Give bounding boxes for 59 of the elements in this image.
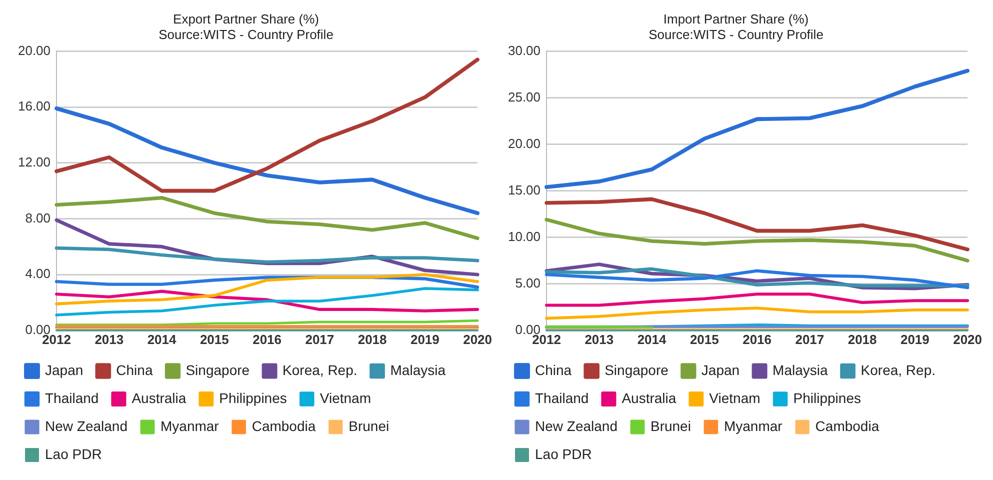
- legend-label: New Zealand: [45, 418, 128, 434]
- x-tick-label: 2015: [200, 332, 229, 347]
- y-tick-label: 20.00: [508, 136, 541, 151]
- x-tick-label: 2019: [900, 332, 930, 347]
- y-tick-label: 4.00: [25, 266, 51, 282]
- y-tick-label: 5.00: [515, 275, 541, 290]
- legend-label: Cambodia: [815, 418, 880, 434]
- chart-subtitle: Source:WITS - Country Profile: [648, 26, 824, 42]
- y-tick-label: 30.00: [508, 42, 541, 58]
- legend-label: Singapore: [604, 362, 669, 378]
- legend-label: Vietnam: [709, 390, 760, 406]
- legend-label: Myanmar: [160, 418, 220, 434]
- x-tick-label: 2018: [848, 332, 877, 347]
- legend-label: New Zealand: [535, 418, 618, 434]
- x-tick-label: 2016: [742, 332, 772, 347]
- x-tick-label: 2014: [147, 332, 178, 347]
- legend-label: Thailand: [535, 390, 589, 406]
- chart-title: Import Partner Share (%): [663, 11, 809, 26]
- legend-label: Brunei: [348, 418, 390, 434]
- legend-label: China: [535, 362, 572, 378]
- y-tick-label: 10.00: [508, 228, 541, 244]
- y-tick-label: 25.00: [508, 89, 541, 104]
- legend-label: Australia: [622, 390, 676, 406]
- legend-label: Lao PDR: [45, 446, 102, 462]
- y-tick-label: 8.00: [25, 210, 51, 226]
- legend-label: Japan: [45, 362, 84, 378]
- legend-label: Brunei: [650, 418, 691, 434]
- legend-label: Korea, Rep.: [860, 362, 936, 378]
- legend-label: Vietnam: [320, 390, 371, 406]
- x-tick-label: 2020: [953, 332, 982, 347]
- x-tick-label: 2013: [584, 332, 614, 347]
- x-tick-label: 2018: [358, 332, 387, 347]
- y-tick-label: 16.00: [18, 98, 51, 114]
- legend-label: China: [116, 362, 153, 378]
- legend-label: Malaysia: [390, 362, 446, 378]
- y-tick-label: 15.00: [508, 182, 541, 198]
- legend-label: Thailand: [45, 390, 99, 406]
- x-tick-label: 2017: [795, 332, 824, 347]
- legend-label: Lao PDR: [535, 446, 592, 462]
- x-tick-label: 2017: [305, 332, 334, 347]
- x-tick-label: 2019: [410, 332, 440, 347]
- legend-label: Myanmar: [724, 418, 783, 434]
- legend-label: Philippines: [219, 390, 287, 406]
- x-tick-label: 2013: [94, 332, 124, 347]
- legend-label: Philippines: [793, 390, 861, 406]
- legend-label: Australia: [132, 390, 186, 406]
- x-tick-label: 2014: [637, 332, 668, 347]
- chart-subtitle: Source:WITS - Country Profile: [158, 26, 334, 42]
- chart-title: Export Partner Share (%): [173, 11, 319, 26]
- y-tick-label: 20.00: [18, 42, 51, 58]
- legend-label: Cambodia: [252, 418, 316, 434]
- x-tick-label: 2016: [252, 332, 282, 347]
- legend-label: Malaysia: [772, 362, 828, 378]
- y-tick-label: 12.00: [18, 154, 51, 170]
- legend-label: Singapore: [186, 362, 250, 378]
- legend-label: Korea, Rep.: [282, 362, 358, 378]
- legend-label: Japan: [701, 362, 740, 378]
- x-tick-label: 2020: [463, 332, 492, 347]
- x-tick-label: 2015: [690, 332, 719, 347]
